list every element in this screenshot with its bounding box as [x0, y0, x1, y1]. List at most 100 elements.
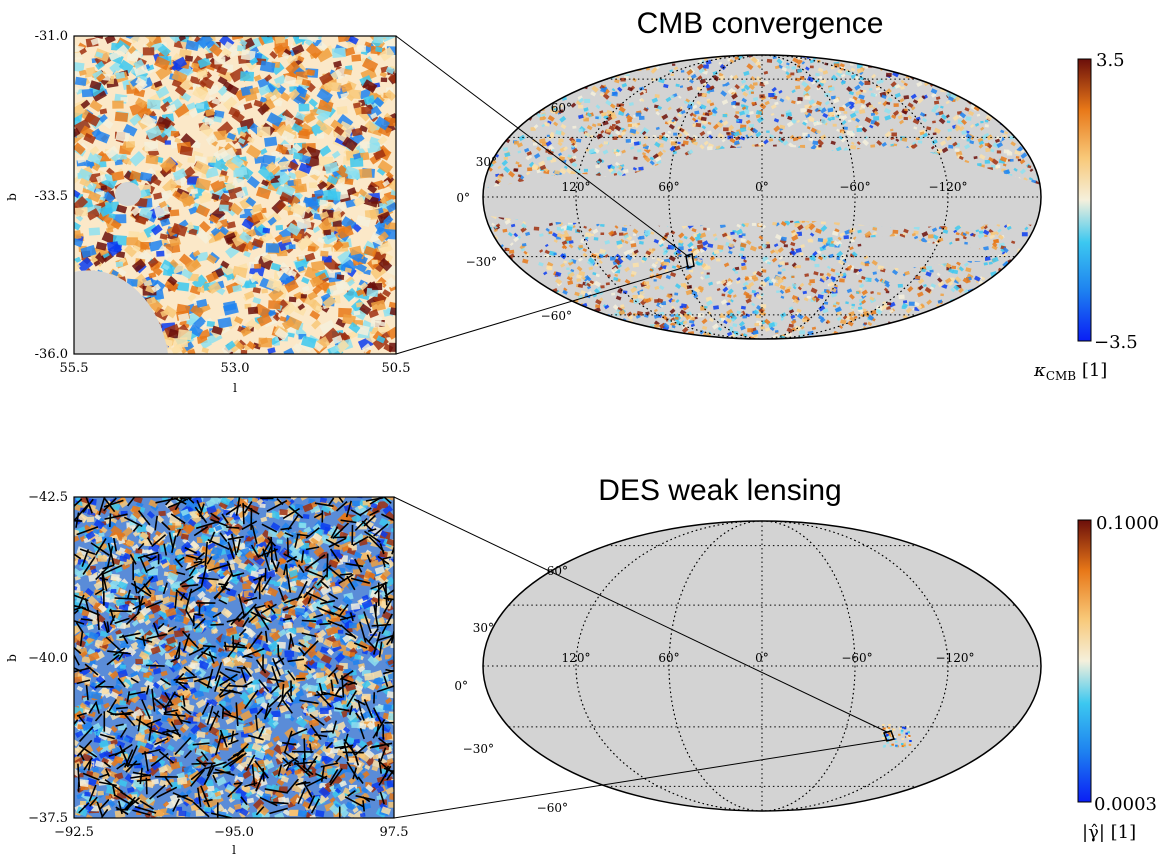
texture-cell: [951, 265, 957, 270]
texture-cell: [483, 288, 488, 294]
texture-cell: [486, 133, 491, 137]
cmb-zoom-ytick: -33.5: [35, 189, 68, 204]
texture-cell: [814, 263, 820, 268]
texture-cell: [805, 257, 810, 261]
texture-cell: [483, 86, 490, 93]
texture-cell: [384, 89, 396, 101]
texture-cell: [727, 288, 734, 295]
texture-cell: [256, 255, 274, 271]
texture-cell: [548, 222, 554, 227]
texture-cell: [654, 261, 659, 265]
texture-cell: [958, 328, 963, 331]
texture-cell: [524, 84, 530, 89]
texture-cell: [624, 335, 631, 339]
texture-cell: [388, 73, 396, 84]
texture-cell: [796, 265, 801, 269]
texture-cell: [1036, 332, 1041, 339]
texture-cell: [1006, 76, 1014, 82]
texture-cell: [979, 314, 984, 319]
texture-cell: [493, 335, 500, 339]
texture-cell: [546, 134, 550, 138]
texture-cell: [1033, 274, 1039, 279]
cmb-zoom-xtick: 53.0: [221, 361, 250, 376]
texture-cell: [742, 91, 749, 97]
texture-cell: [533, 60, 540, 68]
texture-cell: [281, 235, 291, 244]
texture-cell: [709, 102, 715, 107]
texture-cell: [549, 335, 554, 339]
texture-cell: [1024, 57, 1030, 63]
texture-cell: [273, 74, 287, 87]
texture-cell: [977, 58, 984, 64]
texture-cell: [251, 211, 264, 223]
texture-cell: [548, 297, 556, 304]
texture-cell: [326, 175, 339, 186]
texture-cell: [583, 168, 589, 172]
texture-cell: [524, 285, 530, 290]
texture-cell: [138, 207, 153, 220]
texture-cell: [578, 323, 584, 328]
texture-cell: [224, 181, 236, 191]
texture-cell: [751, 222, 757, 226]
texture-cell: [305, 42, 323, 59]
texture-cell: [301, 78, 311, 87]
texture-cell: [533, 142, 538, 146]
texture-cell: [579, 323, 585, 329]
texture-cell: [495, 327, 503, 333]
texture-cell: [738, 235, 743, 238]
texture-cell: [588, 73, 594, 79]
texture-cell: [966, 273, 974, 280]
texture-cell: [291, 44, 305, 56]
texture-cell: [171, 263, 185, 275]
texture-cell: [510, 324, 517, 331]
texture-cell: [559, 69, 564, 74]
texture-cell: [618, 232, 624, 236]
texture-cell: [964, 315, 970, 321]
cmb-zoom-ylabel: b: [5, 193, 19, 201]
texture-cell: [630, 274, 635, 277]
texture-cell: [513, 140, 519, 145]
texture-cell: [967, 315, 972, 319]
texture-cell: [483, 244, 488, 249]
texture-cell: [1018, 288, 1022, 291]
texture-cell: [288, 195, 301, 208]
texture-cell: [146, 99, 161, 110]
texture-cell: [133, 88, 146, 98]
texture-cell: [983, 262, 988, 266]
texture-cell: [924, 286, 932, 294]
texture-cell: [565, 236, 572, 242]
texture-cell: [322, 231, 338, 246]
texture-cell: [832, 230, 839, 236]
texture-cell: [952, 84, 959, 90]
texture-cell: [1015, 271, 1022, 278]
texture-cell: [308, 182, 318, 189]
texture-cell: [198, 193, 211, 204]
texture-cell: [483, 71, 487, 79]
texture-cell: [729, 326, 734, 330]
texture-cell: [281, 318, 295, 330]
texture-cell: [221, 47, 232, 58]
texture-cell: [309, 310, 321, 321]
texture-cell: [975, 93, 980, 97]
texture-cell: [153, 192, 163, 200]
texture-cell: [731, 101, 736, 106]
texture-cell: [811, 55, 816, 57]
texture-cell: [851, 303, 856, 307]
texture-cell: [239, 231, 253, 244]
texture-cell: [911, 233, 916, 237]
texture-cell: [295, 234, 313, 252]
texture-cell: [533, 325, 539, 330]
texture-cell: [953, 229, 958, 234]
texture-cell: [961, 300, 969, 307]
texture-cell: [651, 256, 656, 259]
texture-cell: [580, 238, 588, 245]
texture-cell: [946, 333, 951, 337]
texture-cell: [932, 104, 940, 111]
texture-cell: [239, 39, 248, 47]
texture-cell: [1012, 259, 1017, 263]
texture-cell: [722, 120, 729, 126]
texture-cell: [654, 285, 660, 290]
texture-cell: [1024, 90, 1029, 94]
texture-cell: [492, 298, 500, 305]
texture-cell: [538, 284, 542, 288]
